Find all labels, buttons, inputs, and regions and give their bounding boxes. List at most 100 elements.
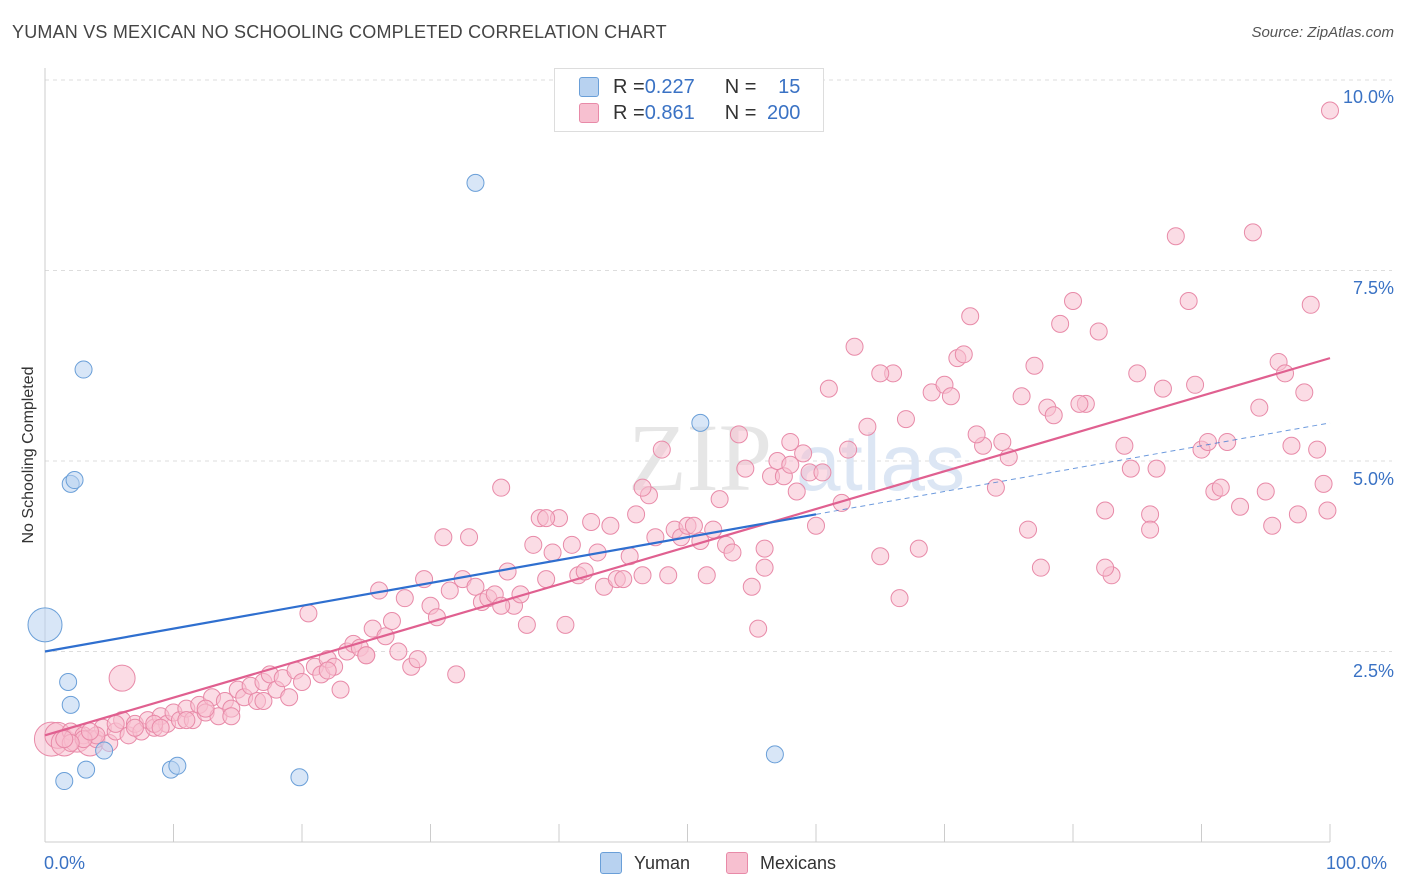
- yuman-point: [59, 672, 78, 691]
- legend-row-mexicans: R = 0.861 N = 200: [579, 101, 800, 125]
- yuman-trend-extension: [815, 422, 1331, 515]
- mexicans-point: [460, 528, 479, 547]
- mexicans-point: [1089, 322, 1108, 341]
- mexicans-point: [704, 520, 723, 539]
- mexicans-point: [1318, 501, 1337, 520]
- trend-lines: [44, 357, 1331, 737]
- source-label: Source: ZipAtlas.com: [1251, 24, 1394, 41]
- mexicans-point: [196, 699, 215, 718]
- mexicans-point: [389, 642, 408, 661]
- mexicans-point: [986, 478, 1005, 497]
- legend-r-label: R =: [613, 101, 645, 124]
- mexicans-point: [1198, 432, 1217, 451]
- mexicans-point: [331, 680, 350, 699]
- mexicans-point: [839, 440, 858, 459]
- y-tick-label: 5.0%: [1352, 469, 1394, 489]
- mexicans-point: [293, 672, 311, 691]
- mexicans-point: [562, 535, 581, 554]
- legend-n-label: N =: [724, 75, 757, 98]
- yuman-swatch: [579, 77, 599, 97]
- y-tick-label: 7.5%: [1352, 278, 1394, 298]
- mexicans-point: [1301, 295, 1320, 314]
- mexicans-point: [807, 516, 825, 535]
- mexicans-point: [633, 478, 652, 497]
- mexicans-point: [723, 543, 742, 562]
- legend-r-label: R =: [613, 75, 645, 98]
- mexicans-point: [492, 478, 511, 497]
- yuman-point: [765, 745, 784, 764]
- mexicans-point: [299, 604, 318, 623]
- mexicans-point: [659, 566, 678, 585]
- mexicans-point: [1031, 558, 1050, 577]
- y-tick-label: 10.0%: [1342, 87, 1394, 107]
- yuman-point: [74, 360, 93, 379]
- mexicans-point: [941, 387, 960, 406]
- legend-row-yuman: R = 0.227 N = 15: [579, 75, 800, 99]
- mexicans-point: [697, 566, 716, 585]
- mexicans-point: [961, 307, 980, 326]
- mexicans-point: [357, 646, 376, 665]
- mexicans-point: [108, 664, 136, 692]
- mexicans-point: [896, 410, 915, 429]
- legend-n-value: 15: [778, 75, 801, 98]
- mexicans-point: [1064, 291, 1082, 310]
- mexicans-point: [440, 581, 459, 600]
- mexicans-point: [1070, 394, 1089, 413]
- mexicans-point: [1051, 314, 1070, 333]
- mexicans-point: [447, 665, 466, 684]
- mexicans-point: [1263, 516, 1282, 535]
- legend-item-yuman: Yuman: [600, 852, 690, 874]
- mexicans-point: [871, 364, 890, 383]
- y-tick-label: 2.5%: [1352, 661, 1394, 681]
- mexicans-point: [614, 570, 633, 589]
- mexicans-point: [524, 535, 543, 554]
- mexicans-point: [1186, 375, 1205, 394]
- watermark-atlas: atlas: [796, 418, 965, 507]
- mexicans-point: [1231, 497, 1250, 516]
- mexicans-point: [222, 707, 241, 726]
- x-tick-label: 0.0%: [44, 853, 86, 873]
- mexicans-point: [254, 692, 273, 711]
- yuman-points: [27, 173, 784, 791]
- yuman-point: [27, 607, 63, 643]
- mexicans-point: [1243, 223, 1262, 242]
- gridlines: [45, 79, 1392, 652]
- yuman-point: [691, 413, 710, 432]
- mexicans-point: [736, 459, 755, 478]
- yuman-point: [168, 756, 187, 775]
- mexicans-point: [1308, 440, 1327, 459]
- mexicans-point: [537, 509, 556, 528]
- mexicans-point: [1128, 364, 1147, 383]
- mexicans-point: [710, 490, 729, 509]
- mexicans-point: [755, 539, 774, 558]
- mexicans-point: [1211, 478, 1230, 497]
- mexicans-point: [498, 562, 517, 581]
- mexicans-point: [845, 337, 864, 356]
- mexicans-point: [106, 714, 125, 733]
- mexicans-point: [1121, 459, 1140, 478]
- mexicans-point: [787, 482, 806, 501]
- mexicans-point: [1288, 505, 1307, 524]
- mexicans-point: [1096, 558, 1115, 577]
- mexicans-point: [909, 539, 928, 558]
- mexicans-point: [1025, 356, 1044, 375]
- mexicans-point: [466, 577, 485, 596]
- mexicans-point: [749, 619, 768, 638]
- mexicans-point: [1096, 501, 1115, 520]
- yuman-point: [77, 760, 96, 779]
- mexicans-point: [582, 512, 601, 531]
- mexicans-point: [627, 505, 646, 524]
- x-tick-label: 100.0%: [1326, 853, 1388, 873]
- mexicans-point: [684, 516, 703, 535]
- yuman-point: [61, 695, 80, 714]
- mexicans-point: [729, 425, 748, 444]
- mexicans-point: [408, 650, 427, 669]
- chart-title: YUMAN VS MEXICAN NO SCHOOLING COMPLETED …: [12, 22, 667, 42]
- mexicans-point: [633, 566, 652, 585]
- mexicans-point: [1019, 520, 1038, 539]
- mexicans-swatch: [726, 852, 748, 874]
- mexicans-point: [1153, 379, 1172, 398]
- mexicans-point: [819, 379, 838, 398]
- mexicans-point: [55, 730, 74, 749]
